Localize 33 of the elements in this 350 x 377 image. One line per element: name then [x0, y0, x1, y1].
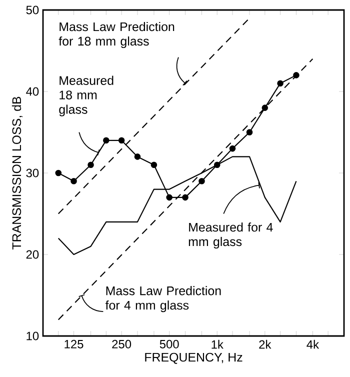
point [229, 145, 236, 152]
y-tick-label: 20 [26, 250, 39, 259]
point [277, 80, 284, 86]
point [214, 162, 220, 168]
x-tick-label: 1k [212, 340, 224, 349]
point [182, 194, 188, 201]
point [70, 178, 77, 184]
point [150, 162, 158, 168]
x-tick-label: 125 [64, 340, 84, 348]
x-axis-title: FREQUENCY, Hz [145, 352, 242, 364]
point [293, 72, 300, 78]
y-axis-title: TRANSMISSION LOSS, dB [12, 96, 23, 250]
point [166, 194, 172, 201]
x-tick-label: 2k [259, 340, 272, 349]
point [88, 162, 94, 168]
annotation: Measured for 4 mm glass [188, 222, 273, 249]
y-tick-label: 40 [26, 87, 39, 96]
point [55, 170, 62, 176]
annotation: Measured 18 mm glass [59, 76, 114, 116]
point [198, 178, 205, 184]
point [262, 104, 268, 111]
y-tick-label: 10 [26, 332, 39, 340]
y-tick-label: 30 [26, 168, 39, 178]
point [134, 154, 141, 160]
y-tick-label: 50 [26, 6, 39, 14]
x-tick-label: 4k [306, 340, 320, 349]
x-tick-label: 500 [160, 340, 179, 348]
point [118, 137, 125, 144]
x-tick-label: 250 [112, 340, 132, 348]
point [246, 129, 253, 136]
annotation: Mass Law Prediction for 18 mm glass [58, 22, 174, 48]
annotation: Mass Law Prediction for 4 mm glass [105, 286, 221, 312]
point [103, 137, 110, 144]
